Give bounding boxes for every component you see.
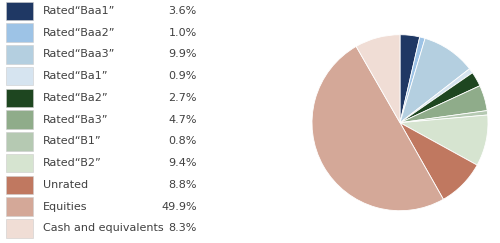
Text: 9.4%: 9.4% (168, 158, 197, 168)
Wedge shape (400, 69, 472, 123)
Text: Rated“Ba2”: Rated“Ba2” (43, 93, 108, 103)
Text: 4.7%: 4.7% (168, 115, 197, 125)
Text: Cash and equivalents: Cash and equivalents (43, 223, 164, 234)
Text: Rated“B2”: Rated“B2” (43, 158, 102, 168)
FancyBboxPatch shape (6, 24, 34, 42)
Text: 0.9%: 0.9% (168, 71, 197, 81)
Text: 8.3%: 8.3% (168, 223, 197, 234)
Wedge shape (400, 35, 419, 123)
Text: 49.9%: 49.9% (161, 202, 197, 212)
Text: Rated“Baa3”: Rated“Baa3” (43, 49, 115, 60)
FancyBboxPatch shape (6, 197, 34, 216)
Text: Unrated: Unrated (43, 180, 88, 190)
Wedge shape (400, 86, 487, 123)
Text: 8.8%: 8.8% (168, 180, 197, 190)
Wedge shape (356, 35, 400, 123)
Text: 3.6%: 3.6% (168, 6, 197, 16)
Wedge shape (400, 37, 425, 123)
FancyBboxPatch shape (6, 154, 34, 173)
FancyBboxPatch shape (6, 89, 34, 107)
FancyBboxPatch shape (6, 45, 34, 64)
Wedge shape (400, 73, 480, 123)
Wedge shape (400, 111, 488, 123)
Text: 2.7%: 2.7% (168, 93, 197, 103)
Text: 1.0%: 1.0% (168, 28, 197, 38)
Wedge shape (400, 38, 469, 123)
FancyBboxPatch shape (6, 110, 34, 129)
Text: 9.9%: 9.9% (168, 49, 197, 60)
Text: Rated“Baa1”: Rated“Baa1” (43, 6, 115, 16)
Text: Equities: Equities (43, 202, 88, 212)
FancyBboxPatch shape (6, 2, 34, 20)
Wedge shape (400, 123, 477, 199)
FancyBboxPatch shape (6, 132, 34, 151)
Wedge shape (312, 46, 444, 211)
Text: 0.8%: 0.8% (168, 136, 197, 147)
Text: Rated“Ba1”: Rated“Ba1” (43, 71, 108, 81)
Text: Rated“B1”: Rated“B1” (43, 136, 102, 147)
FancyBboxPatch shape (6, 176, 34, 194)
FancyBboxPatch shape (6, 219, 34, 238)
Text: Rated“Baa2”: Rated“Baa2” (43, 28, 116, 38)
FancyBboxPatch shape (6, 67, 34, 86)
Text: Rated“Ba3”: Rated“Ba3” (43, 115, 108, 125)
Wedge shape (400, 115, 488, 165)
